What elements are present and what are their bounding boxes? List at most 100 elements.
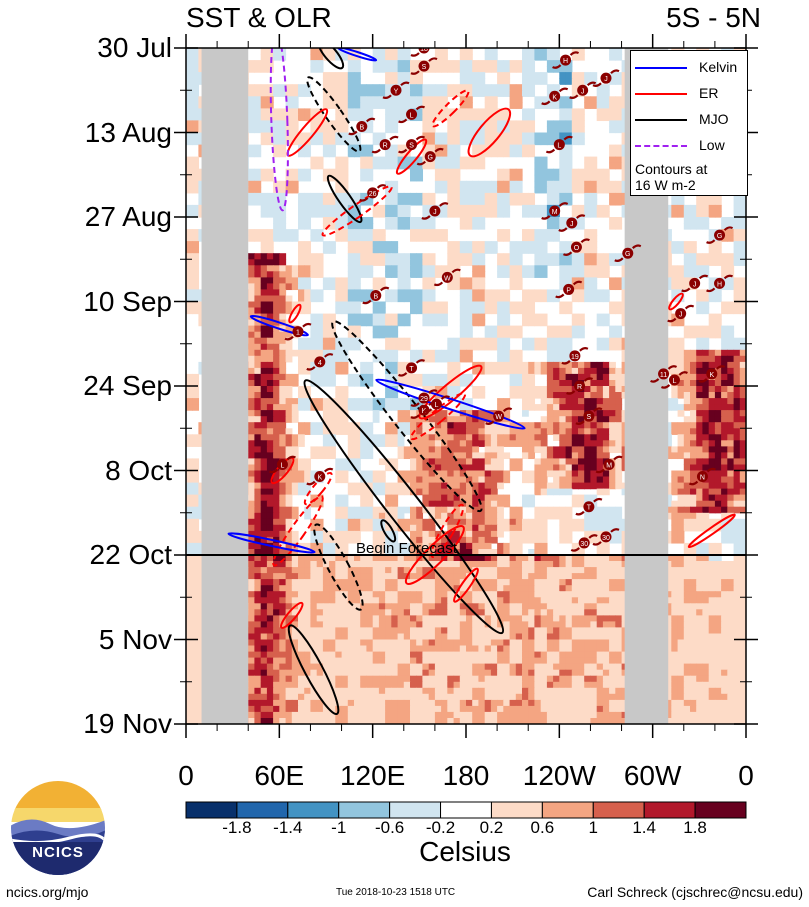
sst-cell	[372, 410, 380, 417]
sst-cell	[714, 192, 722, 200]
sst-cell	[279, 494, 287, 502]
sst-cell	[571, 259, 579, 266]
sst-cell	[335, 168, 343, 176]
sst-cell	[428, 488, 436, 496]
sst-cell	[671, 283, 679, 291]
sst-cell	[671, 512, 679, 520]
sst-cell	[385, 186, 392, 194]
sst-cell	[335, 186, 343, 194]
sst-cell	[260, 247, 268, 254]
sst-cell	[341, 422, 349, 429]
sst-cell	[565, 138, 573, 146]
sst-cell	[285, 277, 293, 285]
sst-cell	[459, 434, 467, 441]
sst-cell	[578, 392, 585, 399]
sst-cell	[366, 361, 374, 369]
sst-cell	[447, 253, 455, 260]
sst-cell	[285, 488, 293, 496]
sst-cell	[273, 410, 280, 417]
sst-cell	[708, 313, 716, 321]
sst-cell	[410, 506, 417, 514]
sst-cell	[329, 84, 336, 91]
sst-cell	[459, 470, 467, 478]
sst-cell	[397, 259, 405, 266]
sst-cell	[186, 66, 193, 73]
sst-cell	[602, 398, 610, 405]
sst-cell	[522, 361, 529, 369]
sst-cell	[329, 410, 336, 417]
sst-cell	[453, 422, 461, 429]
sst-cell	[609, 373, 616, 381]
sst-cell	[416, 223, 424, 230]
sst-cell	[285, 343, 293, 351]
sst-cell	[285, 168, 293, 176]
sst-cell	[466, 488, 473, 496]
sst-cell	[739, 192, 746, 200]
sst-cell	[478, 180, 486, 188]
sst-cell	[584, 494, 592, 502]
sst-cell	[322, 96, 330, 103]
sst-cell	[335, 235, 343, 242]
sst-cell	[721, 386, 728, 393]
sst-cell	[260, 518, 268, 526]
sst-cell	[590, 434, 598, 441]
sst-cell	[304, 174, 312, 182]
sst-cell	[615, 337, 623, 345]
sst-cell	[285, 440, 293, 447]
sst-cell	[708, 192, 716, 200]
sst-cell	[565, 78, 573, 85]
sst-cell	[285, 494, 293, 502]
sst-cell	[298, 464, 305, 472]
sst-cell	[453, 211, 461, 218]
sst-cell	[385, 156, 392, 164]
sst-cell	[540, 416, 548, 423]
sst-cell	[441, 235, 448, 242]
sst-cell	[714, 404, 722, 411]
sst-cell	[329, 54, 336, 61]
sst-cell	[266, 506, 274, 514]
sst-cell	[702, 343, 710, 351]
sst-cell	[727, 446, 735, 454]
sst-cell	[372, 331, 380, 339]
sst-cell	[260, 482, 268, 490]
sst-cell	[484, 132, 492, 140]
sst-cell	[279, 253, 287, 260]
sst-cell	[360, 271, 368, 278]
sst-cell	[528, 470, 536, 478]
sst-cell	[273, 440, 280, 447]
sst-cell	[602, 446, 610, 454]
sst-cell	[447, 259, 455, 266]
sst-cell	[696, 204, 704, 212]
sst-cell	[721, 380, 728, 387]
sst-cell	[497, 144, 504, 152]
sst-cell	[316, 229, 324, 236]
sst-cell	[434, 434, 442, 441]
sst-cell	[466, 283, 473, 291]
sst-cell	[416, 301, 424, 309]
sst-cell	[739, 482, 746, 490]
sst-cell	[254, 355, 262, 363]
sst-cell	[434, 271, 442, 278]
sst-cell	[360, 223, 368, 230]
sst-cell	[546, 180, 554, 188]
sst-cell	[329, 277, 336, 285]
sst-cell	[422, 349, 430, 357]
sst-cell	[285, 271, 293, 278]
sst-cell	[714, 253, 722, 260]
sst-cell	[478, 343, 486, 351]
sst-cell	[186, 440, 193, 447]
sst-cell	[378, 398, 386, 405]
sst-cell	[378, 247, 386, 254]
sst-cell	[472, 204, 480, 212]
sst-cell	[248, 494, 256, 502]
sst-cell	[609, 180, 616, 188]
sst-cell	[397, 422, 405, 429]
sst-cell	[497, 211, 504, 218]
sst-cell	[727, 422, 735, 429]
sst-cell	[553, 235, 560, 242]
sst-cell	[590, 386, 598, 393]
sst-cell	[490, 198, 498, 206]
sst-cell	[540, 253, 548, 260]
sst-cell	[186, 482, 193, 490]
sst-cell	[534, 428, 542, 435]
